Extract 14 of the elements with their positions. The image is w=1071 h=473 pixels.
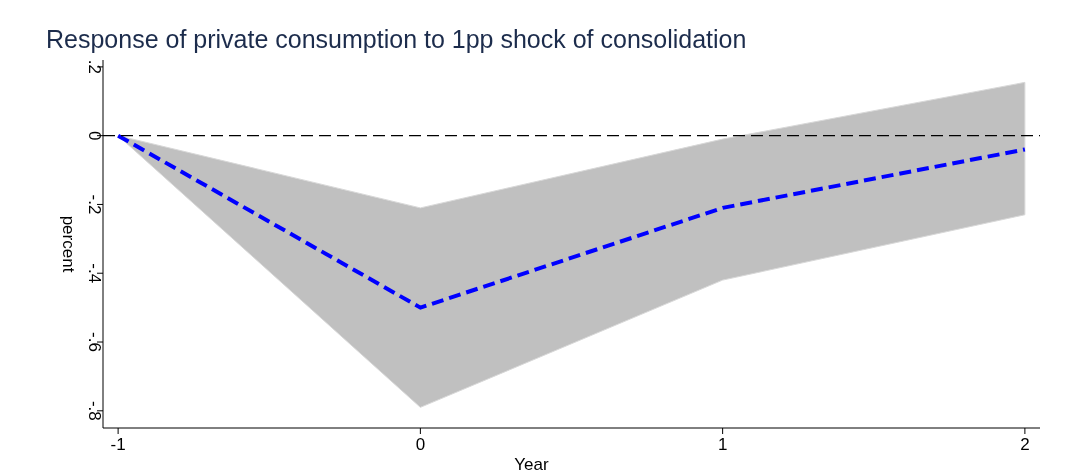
y-tick-label: 0 xyxy=(85,130,104,141)
line-series xyxy=(116,133,1027,310)
x-tick-label: 2 xyxy=(1020,435,1030,454)
x-tick-label: -1 xyxy=(110,435,126,454)
chart-title: Response of private consumption to 1pp shock of consolidation xyxy=(46,25,747,53)
y-axis-title: percent xyxy=(59,215,78,273)
y-tick-label: -.6 xyxy=(85,332,104,352)
y-tick-label: -.2 xyxy=(85,194,104,215)
x-tick-label: 0 xyxy=(415,435,426,454)
y-tick-label: -.4 xyxy=(85,263,104,284)
y-tick-label: .2 xyxy=(85,59,104,74)
y-tick-label: -.8 xyxy=(85,400,104,421)
x-tick-label: 1 xyxy=(717,435,728,454)
x-axis-title: Year xyxy=(514,455,550,473)
